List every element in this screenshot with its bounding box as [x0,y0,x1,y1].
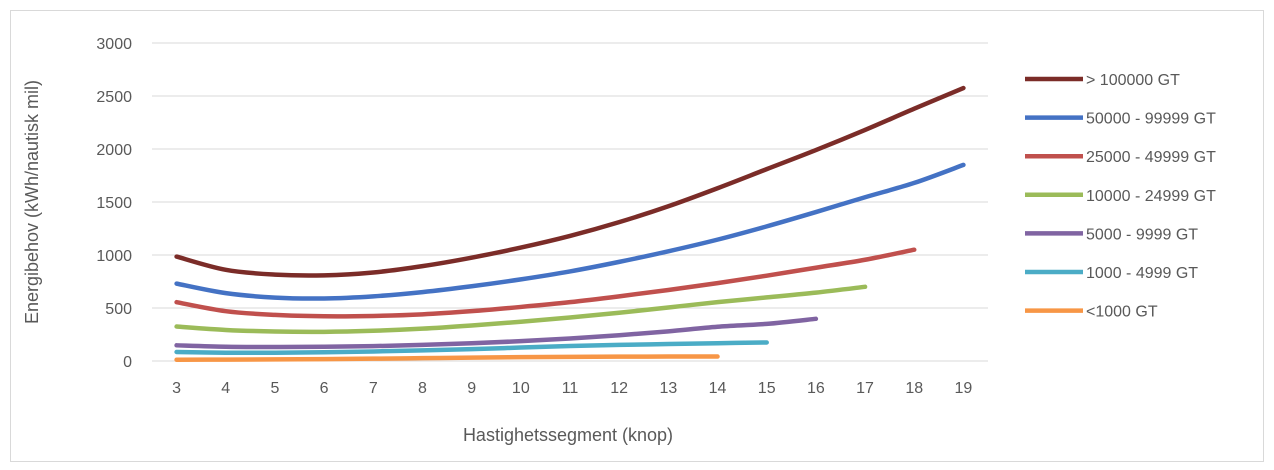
x-tick-label: 11 [562,380,579,397]
series-line [174,85,966,278]
legend-label: > 100000 GT [1086,72,1180,89]
y-axis-title: Energibehov (kWh/nautisk mil) [22,80,42,324]
x-tick-label: 13 [659,380,677,397]
series-line [174,354,720,362]
x-tick-labels: 3 4 5 6 7 8 9 10 11 12 13 14 15 16 17 18 19 [172,380,972,397]
legend-label: 50000 - 99999 GT [1086,111,1216,128]
legend-label: 10000 - 24999 GT [1086,188,1216,205]
x-tick-label: 12 [610,380,628,397]
legend-label: 5000 - 9999 GT [1086,226,1198,243]
series-line [174,162,966,301]
series-line [174,340,769,356]
x-tick-label: 16 [807,380,825,397]
x-tick-label: 18 [905,380,923,397]
y-tick-label: 0 [123,354,132,371]
legend: > 100000 GT 50000 - 99999 GT 25000 - 49999… [1025,72,1216,321]
x-tick-label: 9 [467,380,476,397]
x-axis-title: Hastighetssegment (knop) [463,425,673,445]
x-tick-label: 17 [856,380,874,397]
legend-label: <1000 GT [1086,304,1158,321]
x-tick-label: 14 [709,380,727,397]
series-line [174,316,819,350]
x-tick-label: 10 [512,380,530,397]
y-tick-label: 1000 [96,248,132,265]
y-tick-label: 1500 [96,195,132,212]
y-tick-labels: 0 500 1000 1500 2000 2500 3000 [96,36,132,371]
series-lines [174,85,966,362]
legend-label: 1000 - 4999 GT [1086,265,1198,282]
x-tick-label: 5 [270,380,279,397]
y-tick-label: 3000 [96,36,132,53]
y-tick-label: 2000 [96,142,132,159]
x-tick-label: 3 [172,380,181,397]
x-tick-label: 4 [221,380,230,397]
x-tick-label: 7 [369,380,378,397]
y-tick-label: 500 [105,301,132,318]
x-tick-label: 19 [955,380,973,397]
x-tick-label: 8 [418,380,427,397]
y-tick-label: 2500 [96,89,132,106]
x-tick-label: 6 [320,380,329,397]
chart-frame [10,10,1264,462]
series-line [174,247,917,319]
x-tick-label: 15 [758,380,776,397]
legend-label: 25000 - 49999 GT [1086,149,1216,166]
series-line [174,284,868,335]
